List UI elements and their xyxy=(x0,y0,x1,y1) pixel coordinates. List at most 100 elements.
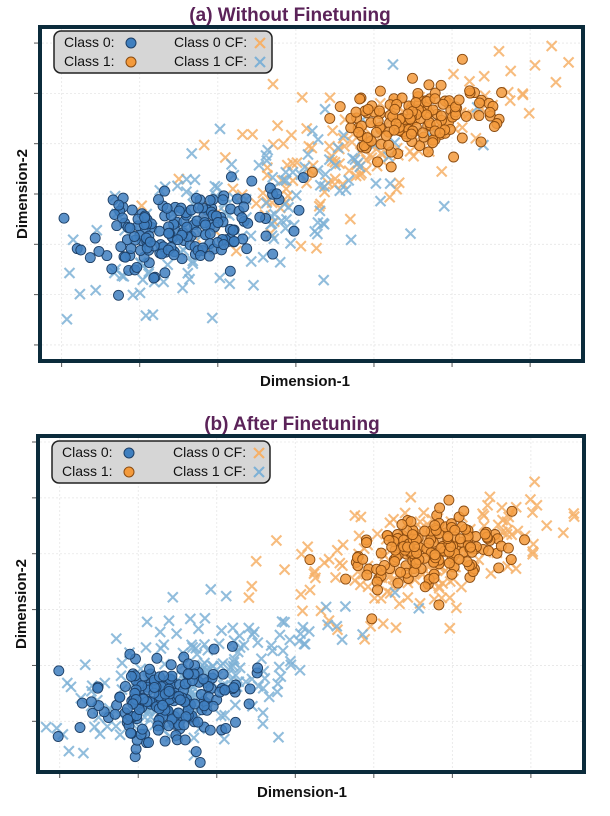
cf0-cross xyxy=(405,491,417,503)
class0-point xyxy=(126,204,138,216)
class0-point xyxy=(220,722,232,734)
class0-point xyxy=(260,230,272,242)
cf1-cross xyxy=(274,629,286,641)
class0-point xyxy=(212,217,224,228)
class0-point xyxy=(297,172,309,184)
class0-point xyxy=(153,194,164,206)
class0-point xyxy=(202,681,214,692)
class1-point xyxy=(389,556,401,567)
cf0-cross xyxy=(524,493,537,506)
cf1-cross xyxy=(309,225,321,238)
class1-point xyxy=(353,126,365,138)
class0-point xyxy=(115,241,127,253)
class0-point xyxy=(148,272,160,284)
cf0-cross xyxy=(455,581,468,593)
cf0-cross xyxy=(501,516,513,528)
class1-point xyxy=(354,93,366,105)
cf1-cross xyxy=(134,287,146,299)
panel-a-ticks xyxy=(34,42,531,367)
class0-point xyxy=(218,239,230,251)
class1-point xyxy=(488,121,500,132)
cf0-cross xyxy=(562,56,575,69)
class1-point xyxy=(429,519,441,531)
cf0-cross xyxy=(504,65,517,77)
cf0-cross xyxy=(246,128,259,141)
class0-point xyxy=(194,250,206,261)
cf1-cross xyxy=(217,657,229,670)
class1-point xyxy=(386,541,398,553)
cf0-cross xyxy=(270,534,283,547)
cf0-cross xyxy=(343,164,355,177)
cf1-cross xyxy=(218,709,231,722)
class1-point xyxy=(429,93,441,105)
cf1-cross xyxy=(171,180,184,192)
class1-point xyxy=(304,554,316,566)
class1-point xyxy=(372,156,383,168)
cf0-cross xyxy=(198,139,210,151)
cf1-cross xyxy=(253,159,265,171)
cf1-cross xyxy=(186,641,199,654)
cf0-cross xyxy=(383,191,396,203)
cf0-cross xyxy=(277,138,290,150)
cf1-cross xyxy=(317,274,330,286)
class1-point xyxy=(375,547,387,559)
cf1-cross xyxy=(183,273,196,286)
class0-point xyxy=(194,756,206,768)
cf1-cross xyxy=(331,620,343,632)
cf0-cross xyxy=(250,197,263,210)
cf1-cross xyxy=(141,616,153,628)
cf1-cross xyxy=(199,612,211,625)
class0-point xyxy=(190,192,202,204)
cf0-cross xyxy=(250,555,262,567)
class1-point xyxy=(402,108,414,120)
class1-point xyxy=(419,581,431,593)
cf1-cross xyxy=(116,657,128,669)
class0-point xyxy=(219,684,231,696)
cf1-cross xyxy=(110,720,122,732)
class0-point xyxy=(204,228,216,240)
cf1-cross xyxy=(155,642,167,655)
cf0-cross xyxy=(371,528,384,540)
legend-box xyxy=(53,30,273,74)
cf1-cross xyxy=(170,627,183,640)
class0-point xyxy=(114,691,126,703)
class1-point xyxy=(454,533,466,545)
cf1-cross xyxy=(67,233,79,246)
cf0-cross xyxy=(329,571,342,584)
legend-cf0-marker xyxy=(253,447,265,459)
legend-class1-marker xyxy=(123,466,135,478)
panel-b-legend: Class 0: Class 1: Class 0 CF: Class 1 CF… xyxy=(51,440,271,484)
cf1-cross xyxy=(303,625,315,638)
class0-point xyxy=(144,236,156,248)
class0-point xyxy=(236,212,248,224)
cf0-cross xyxy=(484,491,496,503)
class0-point xyxy=(128,231,140,242)
cf0-cross xyxy=(528,475,541,488)
class1-point xyxy=(465,541,477,553)
cf1-cross xyxy=(318,218,330,230)
cf1-cross xyxy=(115,670,127,682)
panel-a-legend: Class 0: Class 1: Class 0 CF: Class 1 CF… xyxy=(53,30,273,74)
cf0-cross xyxy=(318,557,331,569)
class0-point xyxy=(227,224,239,236)
panel-a-points xyxy=(58,40,575,326)
legend-cf0-label: Class 0 CF: xyxy=(174,34,247,50)
cf0-cross xyxy=(444,622,456,634)
class0-point xyxy=(163,685,175,697)
class1-point xyxy=(422,146,434,158)
cf0-cross xyxy=(301,541,314,553)
class0-point xyxy=(165,659,177,671)
class0-point xyxy=(157,699,169,711)
class0-point xyxy=(106,263,118,275)
panel-b-ticks xyxy=(32,441,532,778)
cf0-cross xyxy=(444,591,456,604)
class1-point xyxy=(493,562,505,574)
cf1-cross xyxy=(294,664,306,676)
cf1-cross xyxy=(227,622,239,634)
cf0-cross xyxy=(390,621,402,634)
legend-class0-marker xyxy=(125,37,137,49)
class1-point xyxy=(475,136,487,148)
legend-box xyxy=(51,440,271,484)
class0-point xyxy=(217,668,229,680)
